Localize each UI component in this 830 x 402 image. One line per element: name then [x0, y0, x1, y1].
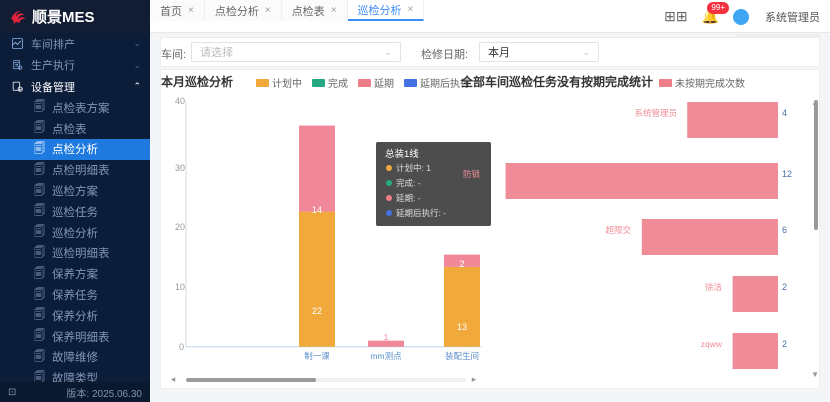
- svg-text:完成: -: 完成: -: [396, 178, 421, 188]
- svg-text:40: 40: [175, 96, 185, 106]
- svg-text:10: 10: [175, 282, 185, 292]
- svg-text:14: 14: [312, 205, 322, 215]
- svg-text:◂: ◂: [171, 374, 176, 384]
- svg-text:12: 12: [782, 169, 792, 179]
- svg-text:徐洁: 徐洁: [705, 282, 723, 292]
- svg-text:20: 20: [175, 222, 185, 232]
- svg-text:延期后执行: -: 延期后执行: -: [396, 208, 446, 218]
- svg-text:2: 2: [782, 282, 787, 292]
- svg-text:zqww: zqww: [701, 339, 723, 349]
- svg-text:超限交: 超限交: [605, 225, 631, 235]
- svg-text:1: 1: [384, 333, 389, 342]
- svg-text:0: 0: [179, 342, 184, 352]
- svg-text:防锁: 防锁: [463, 169, 481, 179]
- svg-text:总装1线: 总装1线: [385, 148, 419, 160]
- svg-text:mm测点: mm测点: [370, 351, 402, 361]
- svg-text:6: 6: [782, 225, 787, 235]
- svg-text:30: 30: [175, 163, 185, 173]
- svg-text:系统管理员: 系统管理员: [634, 108, 677, 118]
- svg-text:计划中: 1: 计划中: 1: [396, 163, 431, 173]
- svg-text:2: 2: [782, 339, 787, 349]
- svg-text:延期: -: 延期: -: [396, 193, 421, 203]
- svg-text:制一课: 制一课: [304, 351, 330, 361]
- svg-text:22: 22: [312, 306, 322, 316]
- svg-text:4: 4: [782, 108, 787, 118]
